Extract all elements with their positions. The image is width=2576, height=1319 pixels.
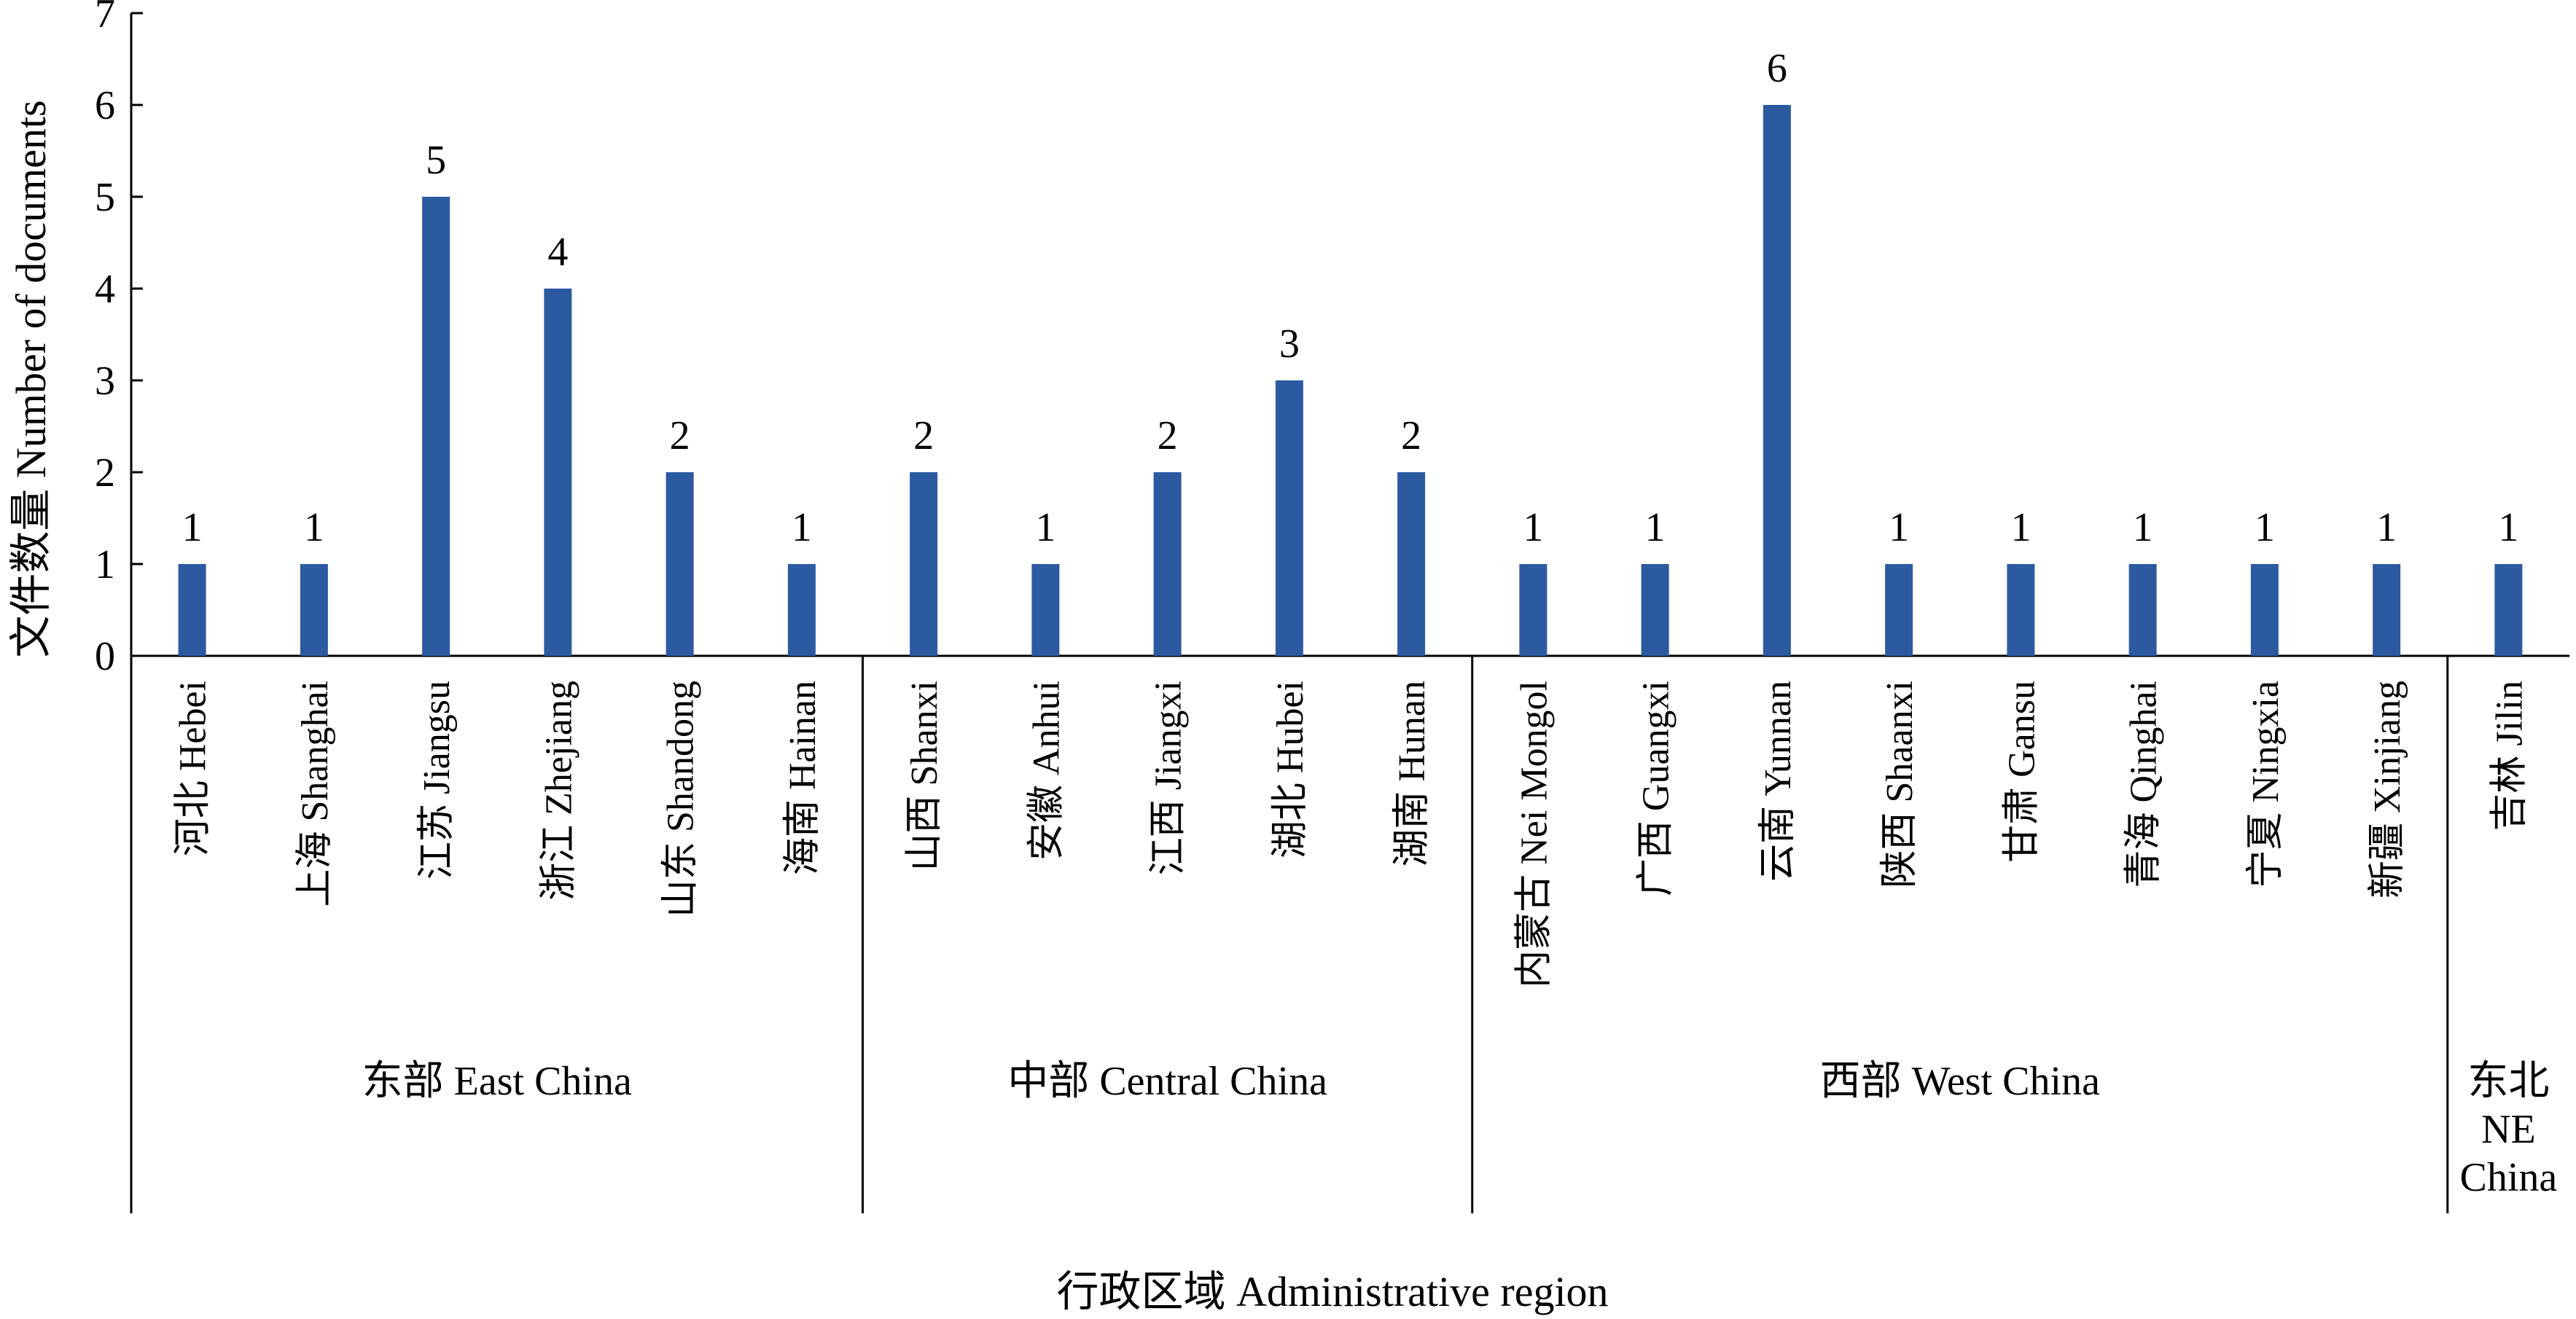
data-label: 1 xyxy=(1035,505,1055,550)
y-tick-label: 6 xyxy=(95,83,115,128)
category-label: 上海 Shanghai xyxy=(294,681,336,907)
bar xyxy=(1397,472,1426,656)
bar xyxy=(300,564,328,656)
axes: 0 1 2 3 4 5 6 7 xyxy=(95,0,2569,1213)
category-label: 云南 Yunnan xyxy=(1757,681,1799,882)
category-label: 湖南 Hunan xyxy=(1392,681,1433,867)
data-label: 1 xyxy=(1889,505,1909,550)
data-label: 1 xyxy=(2376,505,2397,550)
category-label: 山西 Shanxi xyxy=(904,681,945,871)
category-label: 新疆 Xinjiang xyxy=(2367,681,2408,899)
bar xyxy=(422,197,450,656)
data-label: 3 xyxy=(1279,321,1300,367)
data-label: 1 xyxy=(2498,505,2518,550)
bar xyxy=(1885,564,1913,656)
y-tick-label: 1 xyxy=(95,542,115,587)
data-label: 2 xyxy=(1158,413,1178,458)
bar xyxy=(2373,564,2401,656)
category-label: 江苏 Jiangsu xyxy=(416,681,458,880)
category-label: 山东 Shandong xyxy=(660,681,702,917)
category-label: 甘肃 Gansu xyxy=(2001,681,2042,863)
data-label: 5 xyxy=(426,138,446,183)
category-label: 安徽 Anhui xyxy=(1026,681,1067,861)
bar xyxy=(544,289,572,656)
category-label: 浙江 Zhejiang xyxy=(538,681,579,901)
data-label: 2 xyxy=(670,413,690,458)
data-label: 4 xyxy=(547,230,568,275)
data-label: 1 xyxy=(304,505,324,550)
bar xyxy=(2007,564,2035,656)
y-tick-label: 0 xyxy=(95,634,115,679)
y-tick-label: 7 xyxy=(95,0,115,36)
group-label: 东北 NE China xyxy=(2459,1059,2557,1200)
y-tick-label: 3 xyxy=(95,359,115,404)
category-label: 陕西 Shaanxi xyxy=(1879,681,1921,888)
group-label: 东部 East China xyxy=(362,1059,632,1104)
bar xyxy=(2250,564,2279,656)
labels: 1 河北 Hebei 1 上海 Shanghai 5 江苏 Jiangsu 4 浙江 Zhej… xyxy=(173,46,2558,1200)
bar xyxy=(1031,564,1060,656)
category-label: 青海 Qinghai xyxy=(2123,681,2165,888)
x-axis-label: 行政区域 Administrative region xyxy=(1056,1268,1608,1315)
category-label: 江西 Jiangxi xyxy=(1148,681,1190,875)
bar xyxy=(2494,564,2523,656)
data-label: 1 xyxy=(2010,505,2031,550)
bar xyxy=(910,472,938,656)
data-label: 2 xyxy=(1401,413,1421,458)
bars xyxy=(178,105,2523,656)
category-label: 广西 Guangxi xyxy=(1636,681,1677,896)
bar xyxy=(1641,564,1669,656)
y-tick-label: 5 xyxy=(95,175,115,220)
y-tick-label: 2 xyxy=(95,450,115,496)
category-label: 内蒙古 Nei Mongol xyxy=(1513,681,1555,988)
y-tick-label: 4 xyxy=(95,267,115,312)
bar xyxy=(1275,380,1303,656)
data-label: 1 xyxy=(1523,505,1543,550)
data-label: 1 xyxy=(792,505,812,550)
category-label: 河北 Hebei xyxy=(173,681,214,856)
data-label: 1 xyxy=(182,505,203,550)
data-label: 1 xyxy=(2255,505,2275,550)
bar xyxy=(666,472,694,656)
category-label: 宁夏 Ningxia xyxy=(2245,681,2287,888)
bar xyxy=(2128,564,2157,656)
y-axis-label: 文件数量 Number of documents xyxy=(7,100,55,657)
data-label: 6 xyxy=(1767,46,1787,91)
bar xyxy=(787,564,816,656)
category-label: 湖北 Hubei xyxy=(1270,681,1311,858)
bar xyxy=(1519,564,1547,656)
data-label: 1 xyxy=(1645,505,1666,550)
category-label: 海南 Hainan xyxy=(782,681,824,875)
bar xyxy=(1153,472,1182,656)
data-label: 2 xyxy=(913,413,934,458)
group-label: 中部 Central China xyxy=(1007,1059,1327,1104)
group-label: 西部 West China xyxy=(1820,1059,2100,1104)
bar xyxy=(178,564,206,656)
category-label: 吉林 Jilin xyxy=(2489,681,2530,831)
bar xyxy=(1763,105,1791,656)
data-label: 1 xyxy=(2133,505,2153,550)
